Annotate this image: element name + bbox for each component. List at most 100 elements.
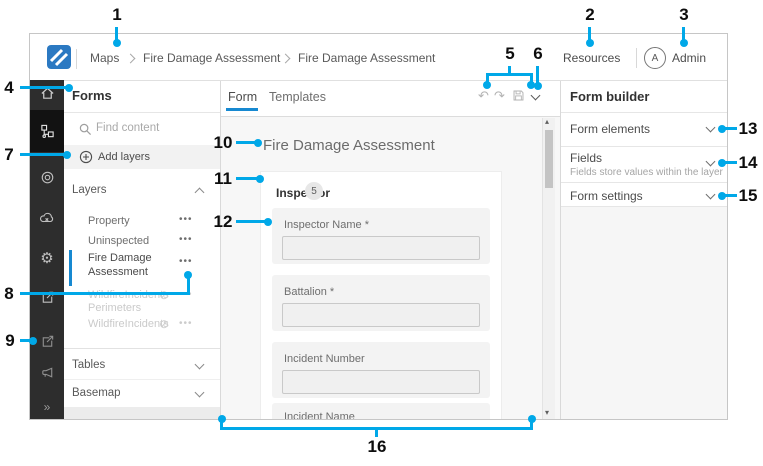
builder-panel-filler (561, 207, 727, 419)
callout-line (115, 27, 118, 41)
tab-templates[interactable]: Templates (269, 90, 326, 104)
forms-panel-right-border (220, 81, 221, 419)
settings-gear-icon[interactable]: ⚙ (40, 250, 54, 267)
forms-panel (64, 81, 220, 419)
callout-dot (527, 81, 535, 89)
field-input[interactable] (282, 236, 480, 260)
basemap-section-header[interactable]: Basemap (72, 387, 121, 399)
callout-line (536, 66, 539, 83)
callout-line (723, 194, 737, 197)
callout-dot (29, 337, 37, 345)
field-input[interactable] (282, 370, 480, 394)
scroll-up-icon[interactable]: ▴ (545, 117, 550, 126)
divider (561, 146, 727, 147)
layers-section-header[interactable]: Layers (72, 184, 107, 196)
callout-dot (63, 151, 71, 159)
callout-line (530, 73, 533, 83)
callout-line (486, 73, 489, 83)
divider (64, 379, 220, 380)
expand-rail-icon[interactable]: » (43, 400, 51, 414)
selected-layer-indicator (69, 250, 72, 286)
callout-line (375, 430, 378, 437)
layer-item-fire-damage-assessment-line2[interactable]: Assessment (88, 266, 148, 278)
callout-13: 13 (738, 119, 758, 138)
scroll-down-icon[interactable]: ▾ (545, 408, 550, 417)
callout-dot (184, 271, 192, 279)
scrollbar-thumb[interactable] (545, 130, 553, 188)
layer-item-property[interactable]: Property (88, 215, 130, 227)
offline-areas-icon[interactable] (30, 162, 64, 192)
callout-4: 4 (4, 78, 14, 97)
not-supported-icon: ⊘ (159, 317, 170, 331)
section-form-settings[interactable]: Form settings (570, 189, 643, 203)
callout-dot (256, 175, 264, 183)
header-divider (636, 48, 637, 68)
divider (561, 206, 727, 207)
callout-line (508, 66, 511, 73)
layer-item-fire-damage-assessment[interactable]: Fire Damage (88, 252, 152, 264)
undo-icon[interactable]: ↶ (478, 88, 489, 103)
callout-8: 8 (4, 284, 14, 303)
add-layers-plus-icon (79, 150, 93, 164)
callout-9: 9 (5, 331, 15, 350)
divider (561, 112, 727, 113)
canvas-scrollbar[interactable]: ▴ ▾ (542, 117, 555, 419)
breadcrumb-map-name[interactable]: Fire Damage Assessment (143, 51, 281, 65)
app-logo-icon[interactable] (47, 45, 71, 69)
callout-7: 7 (4, 145, 14, 164)
search-icon (79, 123, 92, 136)
search-input[interactable] (94, 121, 213, 135)
breadcrumb: Maps (90, 51, 119, 65)
callout-line (187, 277, 190, 295)
offline-packages-icon[interactable] (30, 203, 64, 233)
field-input[interactable] (282, 303, 480, 327)
section-fields[interactable]: Fields (570, 151, 603, 165)
share-icon[interactable] (30, 282, 64, 312)
callout-line (530, 421, 533, 430)
forms-panel-footer (64, 407, 220, 419)
callout-11: 11 (214, 169, 232, 188)
callout-line (486, 73, 533, 76)
layer-options-icon[interactable]: ••• (179, 234, 193, 245)
form-title[interactable]: Fire Damage Assessment (263, 137, 435, 154)
layer-options-icon[interactable]: ••• (179, 214, 193, 225)
callout-dot (534, 82, 542, 90)
callout-line (682, 27, 685, 41)
form-canvas: Fire Damage Assessment Inspector 5 Inspe… (221, 117, 560, 419)
callout-14: 14 (738, 153, 758, 172)
add-layers-label: Add layers (98, 151, 150, 163)
layer-item-wildfire-perimeters-line2: Perimeters (88, 302, 142, 314)
layer-options-icon[interactable]: ••• (179, 318, 193, 329)
tab-form[interactable]: Form (228, 90, 258, 104)
resources-link[interactable]: Resources (563, 51, 621, 65)
not-supported-icon: ⊘ (159, 288, 170, 302)
tables-section-header[interactable]: Tables (72, 359, 106, 371)
layer-item-uninspected[interactable]: Uninspected (88, 235, 150, 247)
callout-2: 2 (585, 5, 595, 24)
group-field-count-badge: 5 (305, 182, 323, 200)
redo-icon[interactable]: ↷ (494, 88, 505, 103)
callout-3: 3 (679, 5, 689, 24)
avatar[interactable]: A (644, 47, 666, 69)
builder-panel-title: Form builder (570, 89, 650, 104)
open-in-new-icon[interactable] (30, 326, 64, 356)
map-contents-icon[interactable] (30, 116, 64, 146)
add-layers-row[interactable] (64, 145, 220, 169)
forms-panel-title: Forms (72, 88, 112, 103)
callout-1: 1 (112, 5, 122, 24)
callout-dot (483, 81, 491, 89)
user-menu[interactable]: Admin (672, 51, 707, 65)
home-icon[interactable] (30, 78, 64, 108)
layer-options-icon[interactable]: ••• (179, 256, 193, 267)
field-label: Incident Number (284, 353, 365, 365)
layer-item-wildfire-perimeters: WildfireIncidents (88, 289, 169, 301)
callout-line (588, 27, 591, 41)
divider (64, 348, 220, 349)
form-field-incident-name[interactable] (272, 403, 490, 419)
save-icon[interactable] (512, 89, 525, 102)
section-form-elements[interactable]: Form elements (570, 122, 651, 136)
callout-dot (718, 192, 726, 200)
feedback-megaphone-icon[interactable] (30, 357, 64, 387)
breadcrumb-maps[interactable]: Maps (90, 51, 120, 65)
